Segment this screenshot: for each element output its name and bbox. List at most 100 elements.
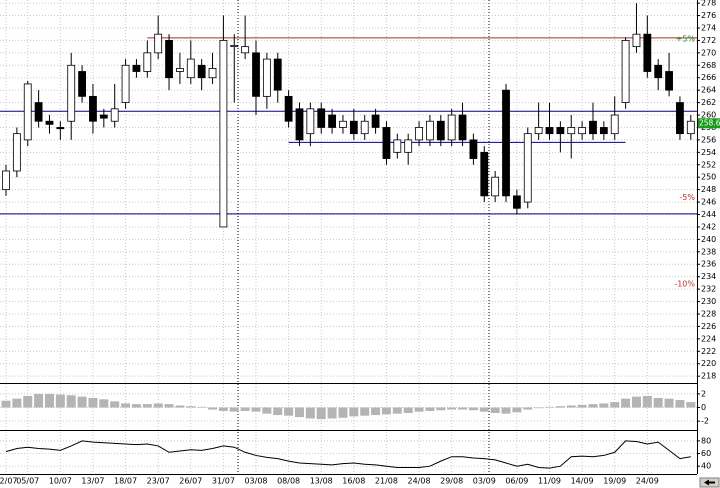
candle-body <box>262 58 271 97</box>
candle-body <box>632 33 641 48</box>
candle-body <box>2 170 10 191</box>
y-tick-label: 274 <box>701 23 716 32</box>
candle-body <box>686 120 695 135</box>
candle-body <box>512 195 521 209</box>
histogram-bar <box>88 397 98 408</box>
candle-body <box>45 120 54 125</box>
histogram-bar <box>273 407 283 416</box>
last-price-box <box>698 118 720 129</box>
histogram-bar <box>99 399 109 408</box>
y-tick-label: 270 <box>701 48 716 57</box>
histogram-bar <box>55 394 65 408</box>
histogram-bar <box>621 398 631 408</box>
candle-body <box>252 52 260 97</box>
y-tick-label: 240 <box>701 235 716 244</box>
histogram-bar <box>131 404 141 408</box>
candle-body <box>67 64 76 122</box>
candle-body <box>197 64 206 79</box>
histogram-bar <box>653 397 663 408</box>
histogram-bar <box>12 398 22 408</box>
histogram-bar <box>186 406 196 408</box>
y-tick-label: 260 <box>701 111 716 120</box>
candle-body <box>306 108 315 135</box>
candle-body <box>404 139 413 153</box>
y-tick-label: 242 <box>701 222 716 231</box>
histogram-bar <box>229 407 239 412</box>
histogram-bar <box>468 407 478 411</box>
candle-body <box>415 127 423 141</box>
histogram-bar <box>197 406 207 408</box>
x-tick-label: 10/07 <box>49 477 72 486</box>
y-tick-label: 228 <box>701 309 716 318</box>
candle-body <box>12 133 21 172</box>
y-tick-label: 232 <box>701 285 716 294</box>
x-tick-label: 13/08 <box>310 477 333 486</box>
candle-body <box>610 114 619 135</box>
candle-body <box>186 58 195 79</box>
histogram-bar <box>610 402 620 408</box>
histogram-bar <box>208 407 218 410</box>
x-tick-label: 18/07 <box>114 477 137 486</box>
histogram-bar <box>164 404 174 408</box>
histogram-bar <box>34 393 44 408</box>
candle-body <box>165 40 173 79</box>
last-price-label: 258.67 <box>699 118 720 127</box>
x-tick-label: 11/09 <box>538 477 561 486</box>
x-tick-label: 14/09 <box>571 477 594 486</box>
x-tick-label: 05/07 <box>16 477 39 486</box>
candle-body <box>295 108 304 141</box>
histogram-bar <box>175 405 185 408</box>
scroll-button[interactable] <box>699 477 720 488</box>
y-tick-label: 236 <box>701 260 716 269</box>
y-tick-label: 234 <box>701 272 716 281</box>
scroll-arrow[interactable] <box>709 481 715 484</box>
candle-body <box>23 83 32 141</box>
y-tick-label: 226 <box>701 322 716 331</box>
histogram-bar <box>490 407 500 413</box>
y-tick-label: 278 <box>701 0 716 8</box>
candle-body <box>491 176 500 197</box>
candle-body <box>502 89 510 197</box>
candle-body <box>556 127 565 135</box>
x-tick-label: 29/08 <box>440 477 463 486</box>
histogram-bar <box>349 407 359 417</box>
candle-body <box>676 102 684 135</box>
candle-body <box>621 40 630 103</box>
candle-body <box>599 127 608 135</box>
x-tick-label: 24/08 <box>408 477 431 486</box>
candle-body <box>143 52 152 72</box>
histogram-bar <box>1 400 11 408</box>
y-tick-label: 276 <box>701 11 716 20</box>
candle-body <box>589 120 597 135</box>
candle-body <box>99 114 108 119</box>
histogram-bar <box>110 401 120 408</box>
y-tick-label: 220 <box>701 359 716 368</box>
histogram-bar <box>360 407 370 416</box>
candle-body <box>219 40 228 228</box>
candle-body <box>56 127 65 130</box>
x-tick-label: 16/08 <box>342 477 365 486</box>
histogram-bar <box>121 403 131 408</box>
candle-body <box>284 95 293 122</box>
y-tick-label: 2 <box>701 389 706 398</box>
y-tick-label: -2 <box>701 417 709 426</box>
x-tick-label: 13/07 <box>81 477 104 486</box>
histogram-bar <box>447 407 457 410</box>
histogram-bar <box>44 393 54 408</box>
histogram-bar <box>631 396 641 408</box>
histogram-bar <box>599 403 609 408</box>
x-tick-label: 26/07 <box>179 477 202 486</box>
y-tick-label: 244 <box>701 210 716 219</box>
x-tick-label: 31/07 <box>212 477 235 486</box>
candle-body <box>110 108 119 122</box>
candle-body <box>371 114 380 128</box>
histogram-bar <box>371 407 381 416</box>
y-tick-label: 222 <box>701 347 716 356</box>
scroll-arrow[interactable] <box>704 479 709 486</box>
y-tick-label: 266 <box>701 73 716 82</box>
oscillator-line <box>5 440 691 469</box>
x-tick-label: 03/09 <box>473 477 496 486</box>
y-tick-label: 224 <box>701 334 716 343</box>
histogram-bar <box>512 407 522 413</box>
x-tick-label: 21/08 <box>375 477 398 486</box>
